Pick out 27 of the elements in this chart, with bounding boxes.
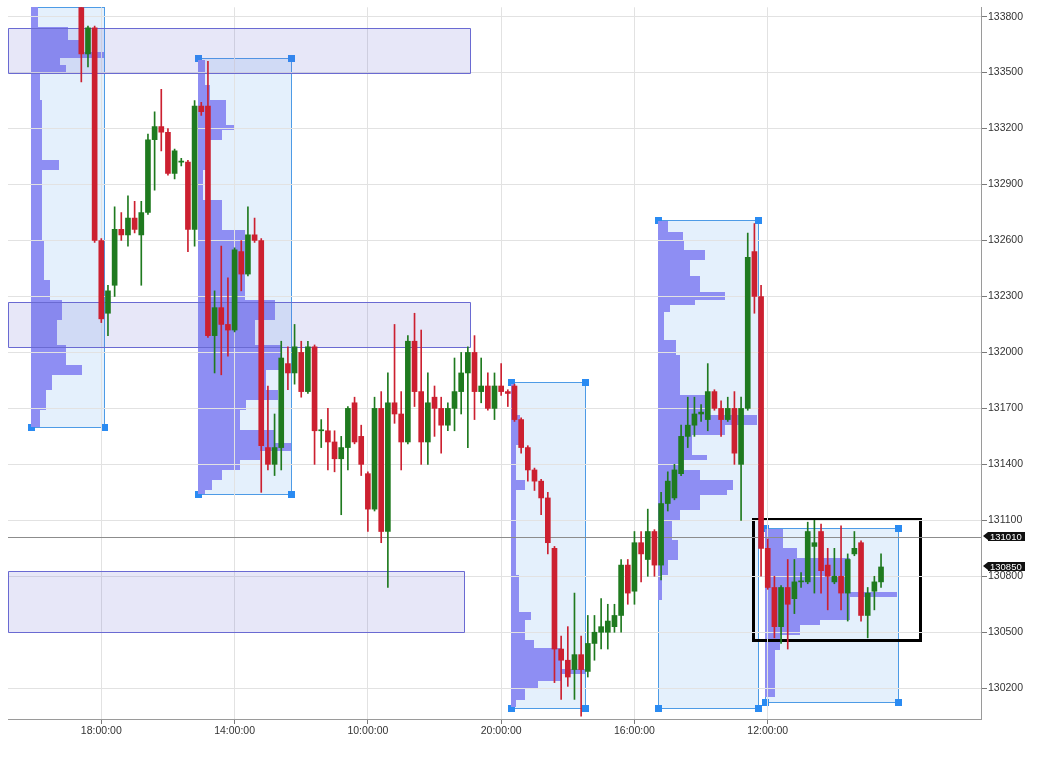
- y-tick-label: 131400: [988, 457, 1024, 470]
- ref-line-label: 131010: [988, 531, 1025, 543]
- y-tick-label: 133500: [988, 65, 1024, 78]
- x-tick-label: 12:00:00: [747, 724, 789, 737]
- y-tick-label: 131700: [988, 401, 1024, 414]
- y-tick-label: 133200: [988, 121, 1024, 134]
- x-tick-label: 14:00:00: [214, 724, 256, 737]
- y-tick-label: 130500: [988, 625, 1024, 638]
- y-tick-label: 130200: [988, 681, 1024, 694]
- candlestick: [325, 408, 331, 471]
- x-tick-label: 20:00:00: [480, 724, 522, 737]
- candlestick: [118, 212, 125, 241]
- y-tick-label: 130800: [988, 569, 1024, 582]
- candlestick: [478, 357, 484, 404]
- y-tick-label: 132000: [988, 345, 1024, 358]
- candlestick: [318, 419, 325, 448]
- text: 130850: [988, 560, 1025, 572]
- x-tick-label: 16:00:00: [614, 724, 656, 737]
- y-tick-label: 132300: [988, 289, 1024, 302]
- y-tick-label: 132900: [988, 177, 1024, 190]
- candlestick: [638, 531, 644, 583]
- candlestick: [465, 346, 471, 448]
- x-tick-label: 18:00:00: [80, 724, 122, 737]
- y-tick-label: 131100: [988, 513, 1023, 526]
- y-tick-label: 133800: [988, 9, 1024, 22]
- x-tick-label: 10:00:00: [347, 724, 389, 737]
- y-tick-label: 132600: [988, 233, 1024, 246]
